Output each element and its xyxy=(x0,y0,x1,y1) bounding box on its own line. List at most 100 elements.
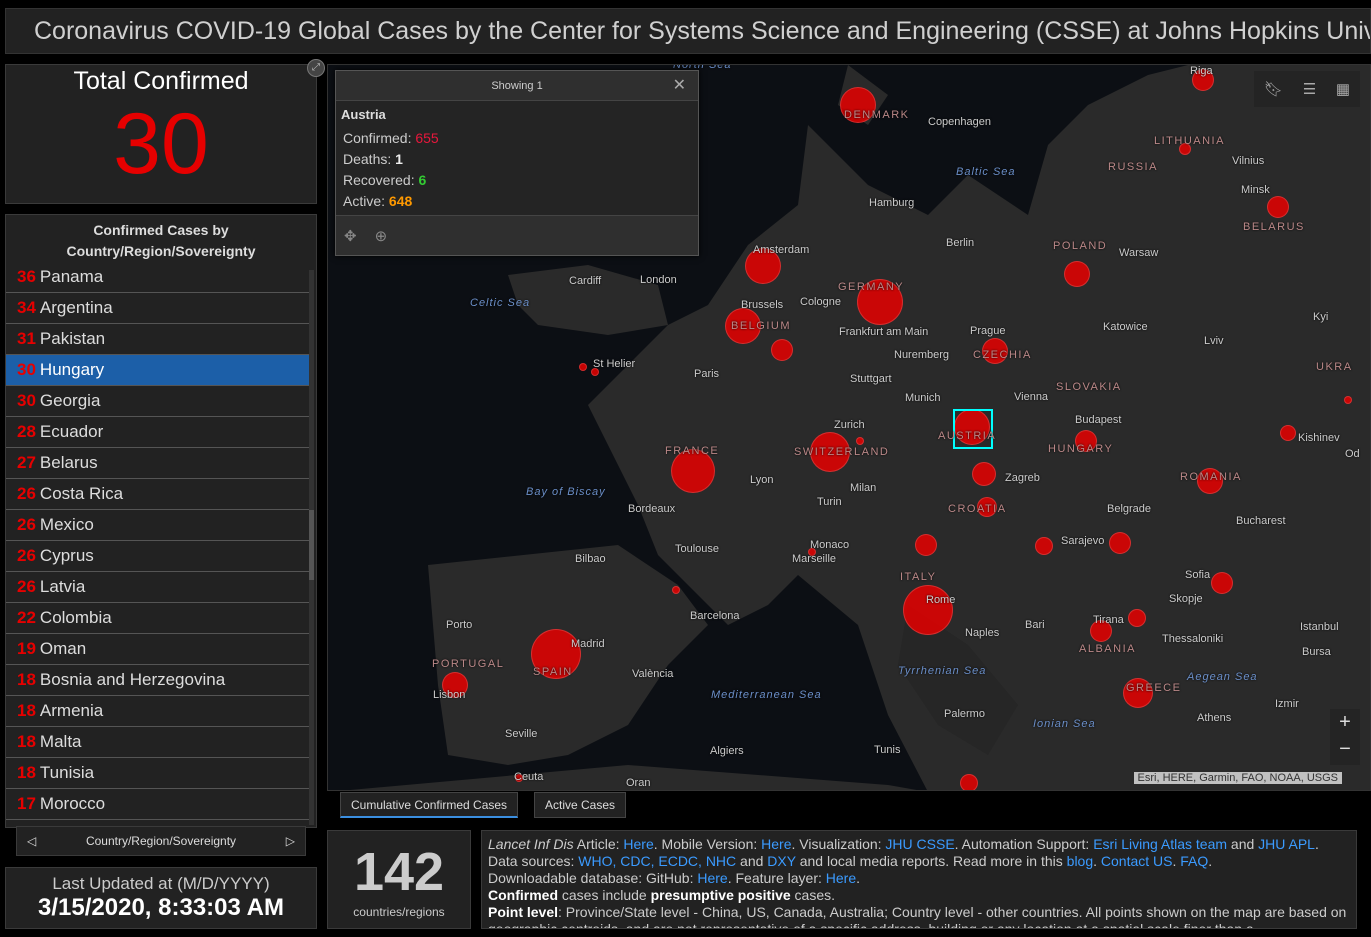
list-item[interactable]: 18 Tunisia xyxy=(6,758,310,789)
list-item[interactable]: 18 Armenia xyxy=(6,696,310,727)
close-icon[interactable]: ✕ xyxy=(672,77,686,94)
scrollbar-thumb[interactable] xyxy=(309,510,314,580)
map-label: Copenhagen xyxy=(928,116,992,128)
zoom-in-button[interactable]: + xyxy=(1339,711,1351,733)
zoom-to-icon[interactable]: ⊕ xyxy=(374,227,388,245)
info-link[interactable]: blog xyxy=(1066,853,1094,869)
info-link[interactable]: Here xyxy=(623,836,654,852)
list-item[interactable]: 18 Bosnia and Herzegovina xyxy=(6,665,310,696)
map-label: LITHUANIA xyxy=(1154,135,1225,147)
case-bubble[interactable] xyxy=(515,774,523,782)
map-view[interactable]: 🔖︎ ☰ ▦ + − Esri, HERE, Garmin, FAO, NOAA, U… xyxy=(327,64,1371,791)
list-item[interactable]: 18 Malta xyxy=(6,727,310,758)
legend-list-icon[interactable]: ☰ xyxy=(1302,81,1317,98)
case-bubble[interactable] xyxy=(903,585,953,635)
list-item[interactable]: 26 Latvia xyxy=(6,572,310,603)
case-bubble[interactable] xyxy=(1123,678,1153,708)
tab-active-cases[interactable]: Active Cases xyxy=(534,792,627,818)
case-bubble[interactable] xyxy=(771,339,793,361)
case-bubble[interactable] xyxy=(1035,537,1053,555)
map-label: Ceuta xyxy=(514,771,544,783)
list-item[interactable]: 34 Argentina xyxy=(6,293,310,324)
map-label: Algiers xyxy=(710,745,744,757)
prev-arrow-icon[interactable]: ◁ xyxy=(27,834,37,848)
case-bubble[interactable] xyxy=(725,308,761,344)
case-bubble[interactable] xyxy=(1090,620,1112,642)
info-text: : Province/State level - China, US, Cana… xyxy=(488,904,1347,929)
bookmark-icon[interactable]: 🔖︎ xyxy=(1263,81,1283,98)
case-bubble[interactable] xyxy=(442,672,468,698)
case-bubble[interactable] xyxy=(977,497,997,517)
list-pager: ◁ Country/Region/Sovereignty ▷ xyxy=(16,826,306,856)
info-link[interactable]: Here xyxy=(825,870,857,886)
map-label: Tirana xyxy=(1093,614,1124,626)
list-item[interactable]: 26 Cyprus xyxy=(6,541,310,572)
case-bubble[interactable] xyxy=(857,279,903,325)
zoom-out-button[interactable]: − xyxy=(1339,738,1351,760)
info-link[interactable]: Here xyxy=(697,870,728,886)
case-bubble[interactable] xyxy=(1064,261,1090,287)
confirmed-value: 655 xyxy=(415,130,439,146)
list-scrollbar[interactable] xyxy=(309,270,314,825)
case-bubble[interactable] xyxy=(808,548,816,556)
info-link[interactable]: WHO, CDC, ECDC, NHC xyxy=(578,853,737,869)
case-bubble[interactable] xyxy=(1280,425,1296,441)
info-link[interactable]: Here xyxy=(761,836,792,852)
info-link[interactable]: Esri Living Atlas team xyxy=(1093,836,1228,852)
case-bubble[interactable] xyxy=(1192,69,1214,91)
info-line: Data sources: WHO, CDC, ECDC, NHC and DX… xyxy=(488,853,1350,870)
case-bubble[interactable] xyxy=(745,248,781,284)
map-label: Seville xyxy=(505,728,538,740)
list-item[interactable]: 26 Costa Rica xyxy=(6,479,310,510)
map-label: Zagreb xyxy=(1005,472,1040,484)
case-bubble[interactable] xyxy=(1179,143,1191,155)
case-bubble[interactable] xyxy=(591,368,599,376)
popup-confirmed: Confirmed: 655 xyxy=(336,128,698,149)
case-bubble[interactable] xyxy=(531,629,581,679)
case-bubble[interactable] xyxy=(1211,572,1233,594)
list-item[interactable]: 26 Mexico xyxy=(6,510,310,541)
info-text: and local media reports. Read more in th… xyxy=(795,853,1067,869)
case-bubble[interactable] xyxy=(1075,430,1097,452)
case-bubble[interactable] xyxy=(810,432,850,472)
list-item[interactable]: 27 Belarus xyxy=(6,448,310,479)
case-bubble[interactable] xyxy=(579,363,587,371)
map-label: Zurich xyxy=(834,419,865,431)
expand-icon[interactable]: ⤢ xyxy=(307,59,325,77)
zoom-controls: + − xyxy=(1330,709,1360,765)
basemap-gallery-icon[interactable]: ▦ xyxy=(1335,81,1351,98)
list-item[interactable]: 22 Colombia xyxy=(6,603,310,634)
info-link[interactable]: JHU CSSE xyxy=(885,836,955,852)
list-item[interactable]: 36 Panama xyxy=(6,262,310,293)
list-item[interactable]: 30 Georgia xyxy=(6,386,310,417)
map-label: Bucharest xyxy=(1236,515,1286,527)
case-bubble[interactable] xyxy=(1344,396,1352,404)
case-bubble[interactable] xyxy=(840,87,876,123)
list-item[interactable]: 28 Ecuador xyxy=(6,417,310,448)
case-bubble[interactable] xyxy=(1128,609,1146,627)
case-bubble[interactable] xyxy=(972,462,996,486)
list-item[interactable]: 31 Pakistan xyxy=(6,324,310,355)
case-bubble[interactable] xyxy=(672,586,680,594)
pan-icon[interactable]: ✥ xyxy=(344,227,357,245)
case-bubble[interactable] xyxy=(915,534,937,556)
list-item[interactable]: 17 Morocco xyxy=(6,789,310,820)
info-text: and xyxy=(1227,836,1259,852)
case-bubble[interactable] xyxy=(671,449,715,493)
case-bubble[interactable] xyxy=(982,338,1008,364)
info-link[interactable]: DXY xyxy=(767,853,796,869)
case-bubble[interactable] xyxy=(960,774,978,790)
case-bubble[interactable] xyxy=(1197,468,1223,494)
info-link[interactable]: FAQ xyxy=(1180,853,1209,869)
next-arrow-icon[interactable]: ▷ xyxy=(285,834,295,848)
info-link[interactable]: Contact US xyxy=(1100,853,1173,869)
list-item[interactable]: 30 Hungary xyxy=(6,355,310,386)
info-link[interactable]: JHU APL xyxy=(1258,836,1315,852)
list-item-count: 30 xyxy=(17,391,36,410)
case-bubble[interactable] xyxy=(1267,196,1289,218)
tab-cumulative-confirmed[interactable]: Cumulative Confirmed Cases xyxy=(340,792,519,818)
case-bubble[interactable] xyxy=(1109,532,1131,554)
list-item[interactable]: 19 Oman xyxy=(6,634,310,665)
info-bold-text: Point level xyxy=(488,904,559,920)
case-bubble[interactable] xyxy=(856,437,864,445)
